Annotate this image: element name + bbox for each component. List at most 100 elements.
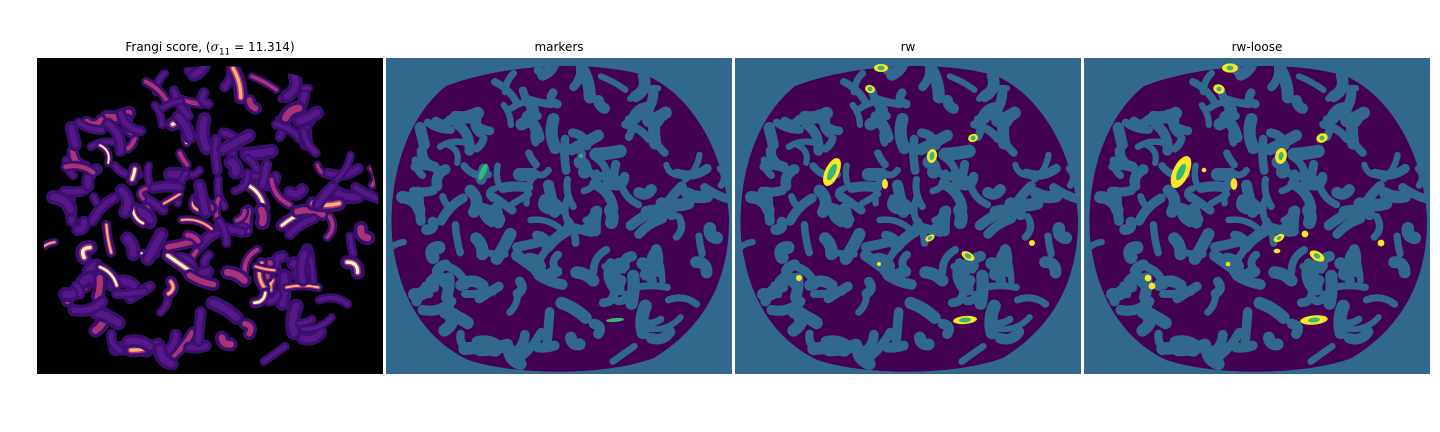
background-channel [464,184,483,218]
title-rest: = 11.314) [230,40,295,54]
vessel-label-core [929,151,935,161]
background-channel [842,162,851,188]
background-channel [800,118,824,156]
background-channel [993,315,1014,327]
vessel-label-core [1216,86,1222,92]
vessel-response-core [353,185,381,203]
vessel-response-core [266,292,280,304]
vessel-label-core [1313,253,1321,259]
rw-loose-image [1084,58,1430,374]
background-channel [444,262,470,290]
vessel-response-core [49,193,74,214]
vessel-response-core [125,337,153,350]
vessel-label-core [827,163,837,181]
background-channel [1154,329,1172,355]
background-channel [589,144,627,161]
background-channel [1295,73,1327,93]
background-channel [542,179,561,218]
background-channel [703,222,724,245]
vessel-label-core [959,317,971,323]
vessel-response-core [68,124,79,148]
background-channel [1291,94,1308,114]
background-channel [1175,203,1194,228]
background-channel [546,88,562,109]
vessel-response-core [151,183,182,191]
vessel-response-core [169,329,195,360]
background-channel [1170,134,1186,153]
vessel-response-peak [105,223,113,254]
background-channel [1261,175,1275,211]
background-channel [695,232,706,258]
vessel-label [877,262,881,266]
background-channel [865,327,895,362]
background-channel [423,118,455,134]
vessel-label [796,275,802,281]
vessel-response-core [334,190,362,201]
background-channel [1338,204,1376,221]
background-channel [576,65,596,104]
vessel-response-core [243,147,275,158]
title-text: Frangi score, ( [125,40,211,54]
background-channel [805,329,823,355]
vessel-response-peak [345,260,360,275]
background-channel [1311,275,1325,296]
background-channel [858,190,882,207]
background-channel [1198,101,1213,129]
background-channel [891,307,904,347]
background-channel [1044,232,1055,258]
background-channel [929,169,950,195]
background-channel [950,263,976,274]
background-channel [1244,88,1260,109]
background-channel [613,275,627,296]
vessel-response-core [160,99,183,111]
background-channel [1123,241,1144,264]
background-channel [1370,213,1384,241]
background-channel [606,159,621,190]
background-channel [794,142,810,166]
background-channel [1380,151,1401,183]
background-channel [560,134,571,175]
background-channel [785,193,817,226]
background-channel [870,111,894,143]
background-channel [635,299,652,340]
background-channel [840,78,870,106]
background-channel [970,120,1002,143]
background-channel [1210,236,1246,252]
vessel-response-core [287,216,316,237]
background-channel [826,203,845,228]
background-channel [1401,222,1422,245]
background-channel [1222,252,1245,271]
background-channel [1231,270,1266,290]
background-channel [1393,232,1404,258]
background-channel [1239,225,1270,253]
background-channel [1031,151,1052,183]
background-channel [772,118,804,134]
background-channel [994,326,1025,345]
vessel-response-core [186,272,217,288]
markers-image [386,58,732,374]
background-channel [690,256,713,279]
background-channel [1286,318,1304,339]
background-channel [1108,161,1145,177]
background-channel [895,88,911,109]
background-channel [1278,169,1299,195]
vessel-response-core [274,122,303,142]
background-channel [1231,340,1258,353]
background-channel [894,113,911,155]
background-channel [541,225,572,253]
background-channel [1013,294,1050,308]
background-channel [507,97,534,112]
background-channel [1332,214,1366,239]
background-channel [645,326,676,345]
background-channel [1327,69,1349,103]
background-channel [1346,127,1367,157]
background-channel [1168,232,1187,261]
background-channel [1136,306,1172,330]
label-overlay [1144,63,1385,325]
background-channel [861,236,897,252]
background-channel [1240,307,1253,347]
background-channel [968,251,986,272]
background-channel [962,275,976,296]
background-channel [953,203,968,229]
vessel-response-core [73,283,83,297]
